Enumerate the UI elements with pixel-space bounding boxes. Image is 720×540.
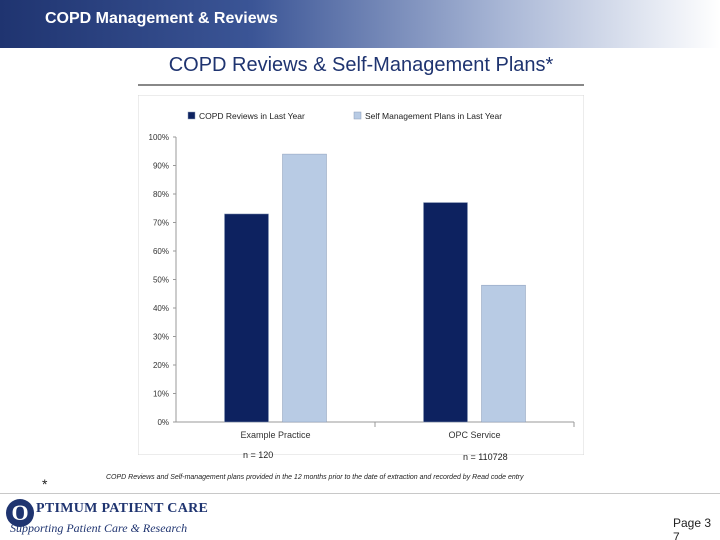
footnote-marker: *: [42, 476, 48, 492]
y-tick-label: 60%: [153, 247, 169, 256]
y-tick-label: 90%: [153, 162, 169, 171]
n-label-opc: n = 110728: [463, 452, 508, 462]
x-tick-label: OPC Service: [448, 430, 500, 440]
legend-swatch: [353, 111, 362, 120]
chart-x-labels: Example Practice OPC Service: [240, 430, 500, 440]
slide-title: COPD Reviews & Self-Management Plans*: [168, 54, 554, 76]
legend-swatch: [187, 111, 196, 120]
y-tick-label: 100%: [149, 133, 169, 142]
header-bar: [0, 0, 720, 48]
page-number: Page 37: [673, 516, 712, 540]
bar-chart: COPD Reviews in Last Year Self Management…: [138, 95, 584, 455]
y-tick-label: 20%: [153, 361, 169, 370]
legend-label: Self Management Plans in Last Year: [365, 111, 502, 121]
y-tick-label: 0%: [157, 418, 169, 427]
y-tick-label: 50%: [153, 276, 169, 285]
bar: [481, 284, 526, 423]
logo-tagline: Supporting Patient Care & Research: [10, 521, 188, 535]
bar: [282, 153, 327, 423]
footer-divider: [0, 493, 720, 494]
bar: [423, 202, 468, 423]
legend-label: COPD Reviews in Last Year: [199, 111, 305, 121]
y-tick-label: 10%: [153, 390, 169, 399]
y-tick-label: 40%: [153, 304, 169, 313]
optimum-patient-care-logo: O PTIMUM PATIENT CARE Supporting Patient…: [6, 497, 209, 537]
logo-initial: O: [6, 499, 34, 527]
header-title: COPD Management & Reviews: [45, 10, 278, 27]
chart-legend: COPD Reviews in Last Year Self Management…: [187, 111, 502, 121]
title-divider: [138, 84, 584, 86]
n-label-practice: n = 120: [243, 450, 274, 460]
y-tick-label: 80%: [153, 190, 169, 199]
logo-name: PTIMUM PATIENT CARE: [36, 501, 209, 516]
chart-bars: [224, 153, 526, 423]
y-tick-label: 30%: [153, 333, 169, 342]
y-tick-label: 70%: [153, 219, 169, 228]
bar: [224, 213, 269, 423]
x-tick-label: Example Practice: [240, 430, 310, 440]
footnote-text: COPD Reviews and Self-management plans p…: [106, 474, 524, 481]
